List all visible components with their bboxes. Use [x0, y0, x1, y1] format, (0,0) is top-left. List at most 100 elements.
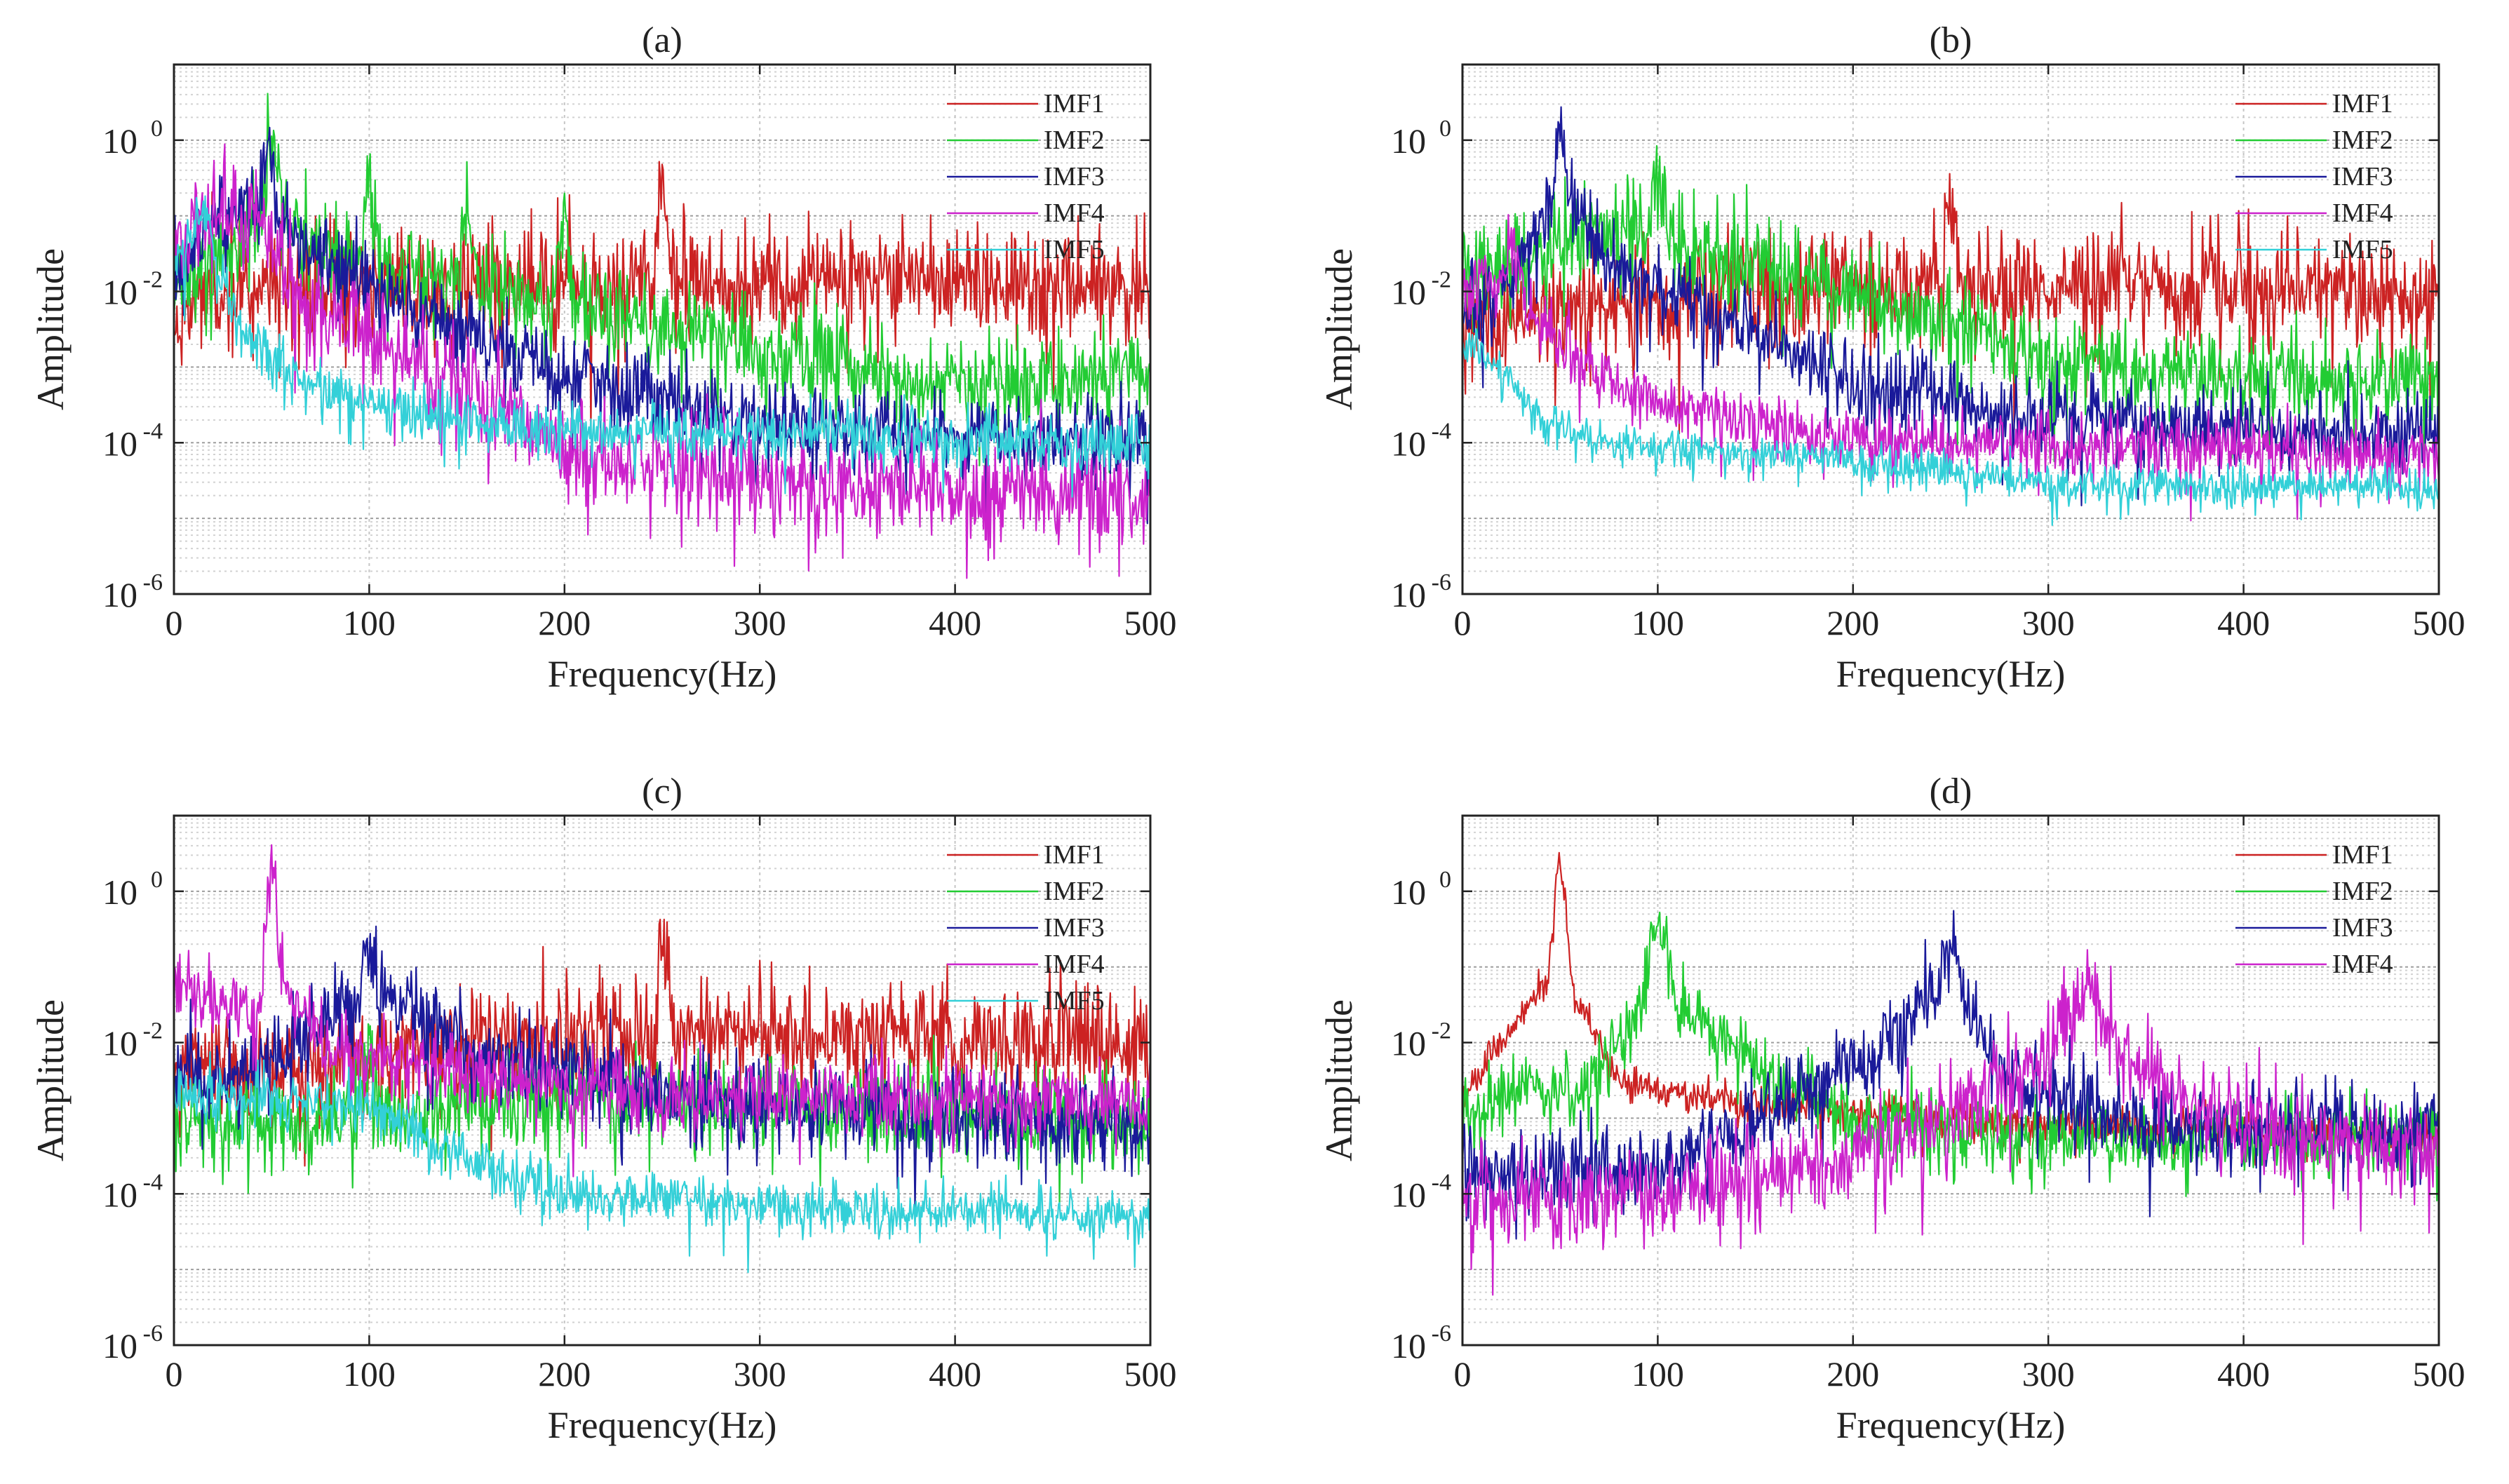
- legend-label-imf2: IMF2: [2332, 126, 2393, 155]
- x-tick-label: 0: [1454, 603, 1472, 642]
- y-tick-label: 10: [1391, 273, 1426, 312]
- legend-label-imf2: IMF2: [1044, 126, 1105, 155]
- x-tick-label: 100: [343, 1354, 396, 1394]
- series-line-imf5: [174, 195, 1150, 498]
- y-tick-label: 10: [1391, 1326, 1426, 1365]
- x-tick-label: 300: [2022, 1354, 2075, 1394]
- y-tick-exponent: -4: [143, 1169, 163, 1195]
- series-line-imf4: [174, 143, 1150, 579]
- y-tick-exponent: 0: [151, 116, 163, 142]
- x-tick-label: 300: [734, 603, 786, 642]
- series-line-imf4: [1462, 214, 2439, 522]
- panel-title: (b): [1930, 20, 1972, 60]
- series-line-imf1: [174, 918, 1150, 1167]
- y-tick-label: 10: [1391, 1175, 1426, 1214]
- y-tick-label: 10: [102, 424, 137, 463]
- legend-label-imf4: IMF4: [1044, 198, 1105, 228]
- axes-frame: [1461, 63, 2440, 595]
- y-tick-label: 10: [1391, 424, 1426, 463]
- y-tick-exponent: -6: [1432, 569, 1451, 595]
- y-axis-label: Amplitude: [1318, 999, 1360, 1161]
- legend-label-imf1: IMF1: [1044, 840, 1105, 870]
- legend-label-imf4: IMF4: [2332, 950, 2393, 979]
- panel-title: (a): [642, 20, 682, 60]
- x-axis-label: Frequency(Hz): [548, 1404, 777, 1446]
- x-tick-label: 0: [1454, 1354, 1472, 1394]
- series-lines: [1462, 106, 2439, 527]
- y-tick-exponent: -2: [143, 267, 163, 293]
- y-tick-label: 10: [1391, 575, 1426, 614]
- y-tick-exponent: -2: [1432, 267, 1451, 293]
- x-tick-label: 400: [929, 1354, 981, 1394]
- x-tick-label: 500: [1124, 1354, 1177, 1394]
- axes-frame: [173, 63, 1152, 595]
- y-tick-exponent: -4: [143, 418, 163, 444]
- legend-label-imf5: IMF5: [1044, 235, 1105, 264]
- x-tick-label: 200: [1827, 1354, 1879, 1394]
- x-tick-label: 400: [2217, 603, 2270, 642]
- y-axis-label: Amplitude: [29, 248, 72, 410]
- y-tick-exponent: -6: [143, 1321, 163, 1347]
- legend-label-imf3: IMF3: [2332, 913, 2393, 943]
- axes-frame: [173, 814, 1152, 1347]
- y-axis-label: Amplitude: [29, 999, 72, 1161]
- legend-label-imf2: IMF2: [2332, 877, 2393, 906]
- legend-label-imf1: IMF1: [2332, 89, 2393, 119]
- panel-title: (c): [642, 771, 682, 811]
- x-tick-label: 300: [2022, 603, 2075, 642]
- y-tick-exponent: -2: [143, 1018, 163, 1044]
- panel-title: (d): [1930, 771, 1972, 811]
- legend-label-imf5: IMF5: [1044, 986, 1105, 1016]
- legend-label-imf4: IMF4: [2332, 198, 2393, 228]
- x-axis-label: Frequency(Hz): [1836, 653, 2066, 695]
- x-tick-label: 200: [1827, 603, 1879, 642]
- x-tick-label: 200: [538, 603, 591, 642]
- y-tick-label: 10: [1391, 1024, 1426, 1063]
- y-tick-label: 10: [102, 273, 137, 312]
- series-line-imf1: [1462, 173, 2439, 435]
- legend-label-imf3: IMF3: [1044, 913, 1105, 943]
- y-tick-label: 10: [102, 1024, 137, 1063]
- x-tick-label: 200: [538, 1354, 591, 1394]
- legend: IMF1 IMF2 IMF3 IMF4 IMF5: [2235, 89, 2393, 264]
- y-tick-exponent: 0: [1439, 867, 1451, 893]
- y-tick-label: 10: [102, 121, 137, 161]
- x-tick-label: 300: [734, 1354, 786, 1394]
- x-axis-label: Frequency(Hz): [548, 653, 777, 695]
- series-lines: [1462, 851, 2439, 1296]
- series-line-imf4: [1462, 949, 2439, 1296]
- x-tick-label: 400: [2217, 1354, 2270, 1394]
- y-tick-exponent: 0: [151, 867, 163, 893]
- series-line-imf5: [1462, 328, 2439, 527]
- y-tick-label: 10: [102, 1175, 137, 1214]
- series-lines: [174, 844, 1150, 1274]
- legend: IMF1 IMF2 IMF3 IMF4 IMF5: [947, 89, 1105, 264]
- y-tick-label: 10: [1391, 121, 1426, 161]
- y-tick-exponent: -4: [1432, 1169, 1451, 1195]
- legend-label-imf4: IMF4: [1044, 950, 1105, 979]
- series-line-imf5: [174, 1051, 1150, 1274]
- y-tick-exponent: 0: [1439, 116, 1451, 142]
- y-tick-label: 10: [102, 872, 137, 912]
- y-tick-exponent: -6: [143, 569, 163, 595]
- x-axis-label: Frequency(Hz): [1836, 1404, 2066, 1446]
- legend: IMF1 IMF2 IMF3 IMF4: [2235, 840, 2393, 979]
- legend-label-imf5: IMF5: [2332, 235, 2393, 264]
- y-tick-label: 10: [1391, 872, 1426, 912]
- y-tick-exponent: -2: [1432, 1018, 1451, 1044]
- legend-label-imf1: IMF1: [1044, 89, 1105, 119]
- x-tick-label: 0: [166, 1354, 183, 1394]
- y-axis-label: Amplitude: [1318, 248, 1360, 410]
- series-lines: [174, 93, 1150, 579]
- y-tick-label: 10: [102, 575, 137, 614]
- x-tick-label: 100: [343, 603, 396, 642]
- x-tick-label: 500: [1124, 603, 1177, 642]
- y-tick-label: 10: [102, 1326, 137, 1365]
- y-tick-exponent: -4: [1432, 418, 1451, 444]
